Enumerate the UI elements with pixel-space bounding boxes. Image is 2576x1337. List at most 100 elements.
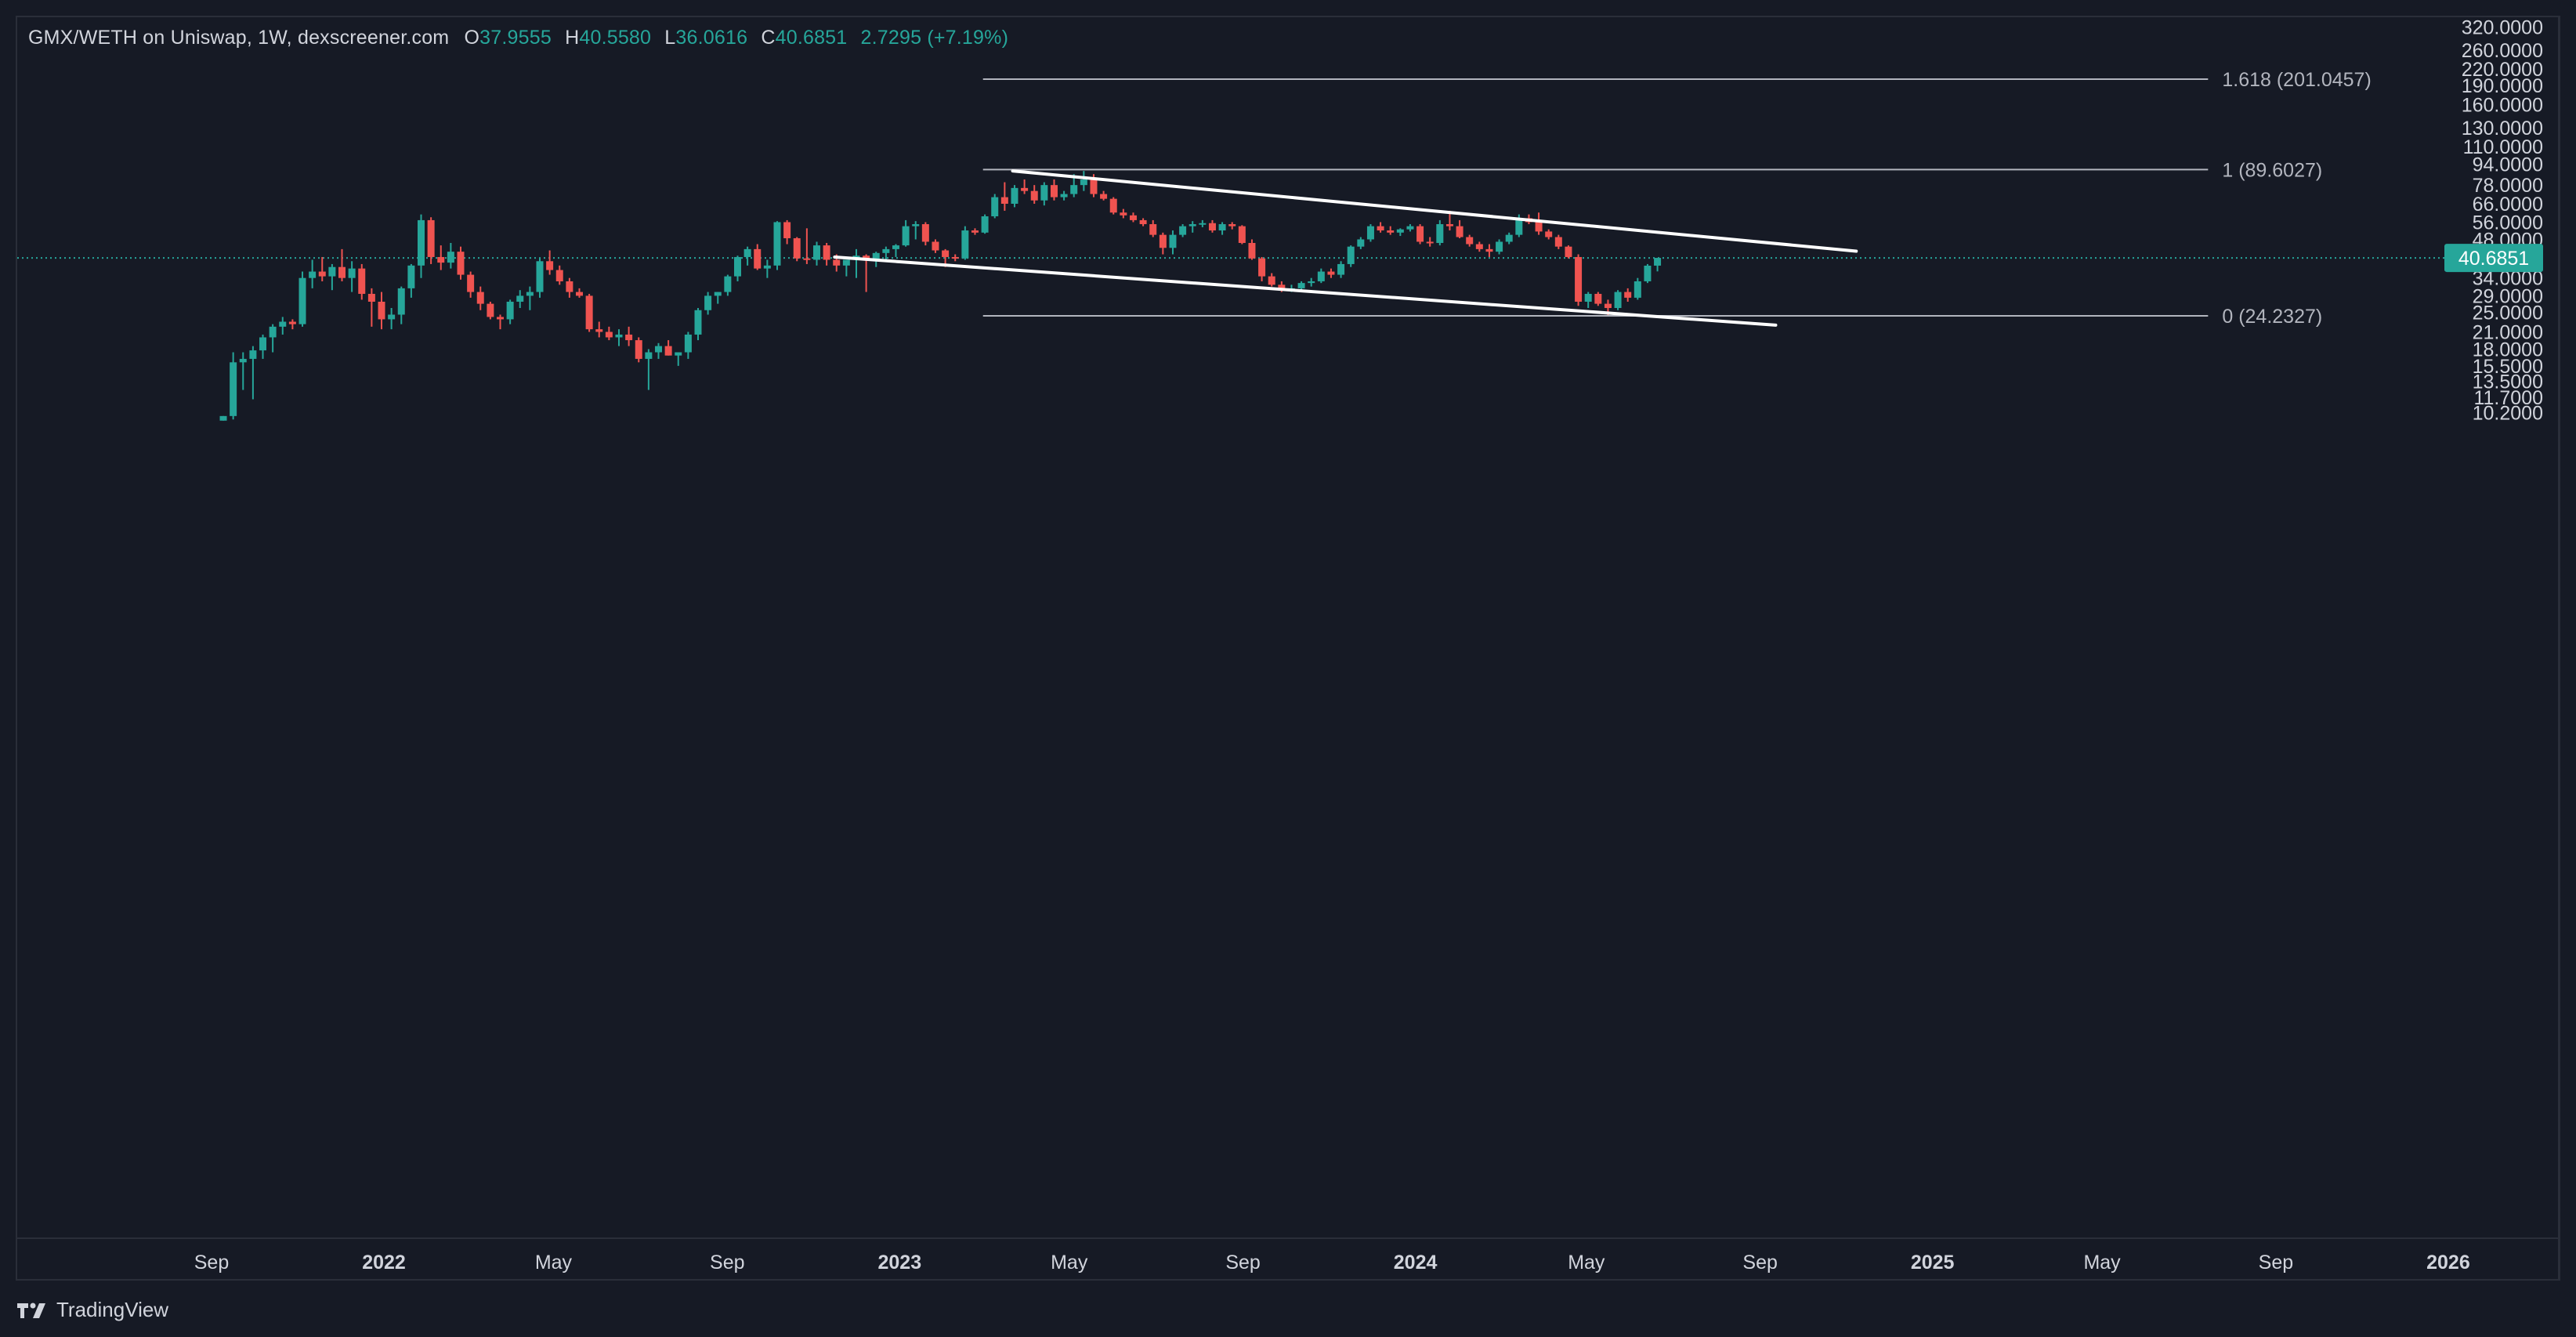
candle [1614, 290, 1622, 310]
candle [536, 258, 544, 298]
candle [724, 274, 732, 296]
candle-body [1238, 226, 1246, 243]
candle [1535, 212, 1543, 235]
price-tick-label: 10.2000 [2473, 403, 2543, 425]
candle [1100, 190, 1108, 201]
candle-body [457, 252, 465, 275]
candle-body [942, 250, 950, 257]
candle [783, 219, 791, 245]
candle-body [219, 415, 227, 421]
candle [585, 293, 593, 332]
trendline[interactable] [1011, 169, 1858, 253]
candle [338, 248, 346, 281]
candle-body [763, 265, 771, 269]
candle-body [882, 248, 890, 253]
candle-body [1000, 197, 1008, 204]
candle [743, 246, 751, 266]
candle [1258, 256, 1266, 281]
price-tick-label: 78.0000 [2473, 175, 2543, 197]
candle [259, 334, 267, 359]
candle [1406, 224, 1414, 232]
candle-body [902, 226, 910, 246]
candle-body [585, 295, 593, 330]
candle-body [1228, 224, 1236, 226]
candle [892, 244, 899, 257]
candle-body [664, 346, 672, 356]
trendlines[interactable] [833, 169, 1858, 327]
candle [793, 237, 801, 262]
candle [309, 259, 317, 288]
price-tick-label: 15.5000 [2473, 356, 2543, 378]
candle [476, 286, 484, 310]
candle [1228, 222, 1236, 230]
candle [645, 349, 653, 390]
fib-level-label: 0 (24.2327) [2222, 306, 2322, 328]
trendline[interactable] [833, 255, 1778, 327]
change-value: 2.7295 (+7.19%) [860, 27, 1009, 49]
candle [516, 290, 524, 308]
candle-body [536, 261, 544, 292]
candle-body [497, 317, 505, 320]
candle-body [793, 237, 801, 259]
candle [684, 332, 692, 359]
candle-body [358, 268, 366, 294]
candle-body [694, 310, 702, 335]
candle-body [1594, 293, 1602, 304]
symbol-title[interactable]: GMX/WETH on Uniswap, 1W, dexscreener.com [28, 27, 450, 49]
candle [912, 221, 920, 240]
candle-body [1357, 239, 1365, 247]
candle [1179, 224, 1187, 237]
candle-body [654, 346, 662, 353]
candle [704, 292, 712, 315]
candle-body [1475, 244, 1483, 249]
chart-panel[interactable] [16, 16, 2560, 1281]
candle [654, 342, 662, 359]
candle-body [1109, 198, 1117, 213]
price-axis[interactable]: 320.0000260.0000220.0000190.0000160.0000… [2462, 17, 2543, 425]
candle [1021, 179, 1029, 194]
candle [1377, 222, 1384, 233]
time-axis[interactable]: Sep 2022 May Sep 2023 May Sep 2024 May Sep 2025 May… [194, 1252, 2576, 1274]
candle [615, 329, 623, 346]
candle [288, 319, 296, 330]
candle-body [348, 268, 356, 278]
candle-body [1604, 303, 1612, 308]
candle-body [259, 337, 267, 351]
candle [971, 228, 979, 235]
candle [437, 245, 445, 270]
candle-body [298, 277, 306, 324]
candle-body [1080, 179, 1087, 186]
candle [546, 250, 554, 275]
candle [467, 271, 475, 298]
candle-body [892, 245, 899, 249]
fib-retracement[interactable]: 1.618 (201.0457) 1 (89.6027) 0 (24.2327) [982, 69, 2372, 328]
candle [754, 244, 762, 270]
price-tick-label: 29.0000 [2473, 285, 2543, 307]
candle [812, 241, 820, 266]
tradingview-branding[interactable]: TradingView [16, 1298, 168, 1322]
candle [318, 256, 326, 281]
candle [457, 246, 465, 280]
candle-body [1050, 185, 1058, 197]
candle-body [1644, 266, 1652, 281]
candle-body [378, 301, 385, 320]
candle-body [1179, 226, 1187, 235]
candle-body [1021, 187, 1029, 191]
candle [1387, 226, 1395, 235]
candle-body [476, 292, 484, 304]
candle-body [1169, 234, 1177, 248]
candle [823, 242, 830, 266]
price-tick-label: 190.0000 [2462, 75, 2543, 97]
candle-body [1466, 237, 1474, 245]
candle [921, 222, 929, 246]
candle-body [1149, 224, 1157, 235]
candle-body [1159, 234, 1167, 248]
candle-body [418, 219, 425, 266]
candle [635, 337, 642, 363]
candle [378, 292, 385, 330]
candle [219, 415, 227, 421]
candle-body [230, 362, 237, 416]
candle-body [1565, 246, 1572, 257]
time-tick-label: 2023 [877, 1252, 921, 1274]
